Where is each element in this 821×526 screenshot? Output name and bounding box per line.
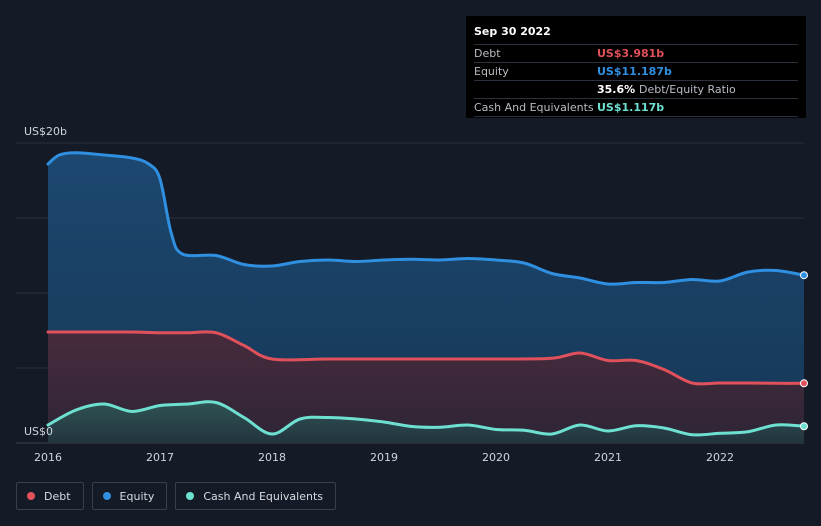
equity-line: [46, 151, 806, 286]
equity-dot-icon: [102, 492, 111, 500]
debt-endpoint: [800, 379, 808, 388]
legend-label-cash: Cash And Equivalents: [203, 489, 323, 503]
tooltip-row-ratio: 35.6% Debt/Equity Ratio: [474, 80, 798, 98]
x-tick-label: 2019: [370, 451, 398, 464]
cash-and-equivalents-endpoint: [800, 422, 808, 431]
x-tick-label: 2018: [258, 451, 286, 464]
legend-item-debt[interactable]: Debt: [16, 482, 84, 510]
chart-legend: Debt Equity Cash And Equivalents: [16, 482, 336, 510]
legend-item-cash[interactable]: Cash And Equivalents: [175, 482, 336, 510]
tooltip-row-debt: Debt US$3.981b: [474, 44, 798, 62]
tooltip-equity-label: Equity: [474, 65, 509, 78]
debt-line: [46, 330, 806, 386]
tooltip-date: Sep 30 2022: [474, 25, 551, 38]
series-endpoints: [800, 271, 808, 431]
tooltip-row-equity: Equity US$11.187b: [474, 62, 798, 80]
cash-and-equivalents-line: [46, 400, 806, 437]
cash-dot-icon: [186, 492, 195, 500]
y-axis-bottom-label: US$0: [24, 425, 53, 438]
x-tick-label: 2020: [482, 451, 510, 464]
legend-label-equity: Equity: [119, 489, 155, 503]
x-tick-label: 2016: [34, 451, 62, 464]
tooltip-debt-label: Debt: [474, 47, 501, 60]
tooltip-cash-value: US$1.117b: [597, 101, 665, 114]
tooltip-equity-value: US$11.187b: [597, 65, 672, 78]
series-lines: [46, 151, 806, 437]
y-axis-top-label: US$20b: [24, 125, 67, 138]
x-tick-label: 2022: [706, 451, 734, 464]
legend-item-equity[interactable]: Equity: [91, 482, 168, 510]
legend-label-debt: Debt: [44, 489, 71, 503]
x-tick-label: 2017: [146, 451, 174, 464]
x-tick-label: 2021: [594, 451, 622, 464]
tooltip-row-cash: Cash And Equivalents US$1.117b: [474, 98, 798, 117]
x-axis: 2016 2017 2018 2019 2020 2021 2022: [34, 451, 734, 464]
tooltip-cash-label: Cash And Equivalents: [474, 101, 594, 114]
debt-dot-icon: [27, 492, 35, 500]
tooltip-debt-value: US$3.981b: [597, 47, 665, 60]
equity-endpoint: [800, 271, 808, 280]
cash-and-equivalents-area: [48, 401, 804, 443]
data-tooltip: Sep 30 2022 Debt US$3.981b Equity US$11.…: [466, 16, 806, 118]
tooltip-ratio-label: Debt/Equity Ratio: [639, 83, 736, 96]
tooltip-ratio-value: 35.6%: [597, 83, 636, 96]
series-areas: [48, 152, 804, 443]
